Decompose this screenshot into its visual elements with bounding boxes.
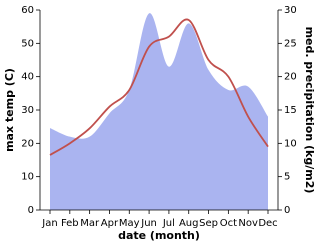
y2-tick-label: 15 <box>284 105 297 116</box>
y2-tick-label: 30 <box>284 5 297 16</box>
y-tick-label: 50 <box>21 38 34 49</box>
temp-line <box>49 18 269 156</box>
x-tick-label: Aug <box>179 218 199 229</box>
y-tick-label: 20 <box>21 138 34 149</box>
chart: date (month) max temp (C) med. precipita… <box>3 5 316 242</box>
x-tick-label: Nov <box>238 218 258 229</box>
x-tick-label: Dec <box>258 218 277 229</box>
y2-tick-label: 0 <box>284 205 290 216</box>
y2-tick-label: 10 <box>284 138 297 149</box>
y-tick-label: 30 <box>21 105 34 116</box>
y-tick-label: 10 <box>21 172 34 183</box>
y2-axis-label: med. precipitation (kg/m2) <box>303 27 316 194</box>
x-tick-label: Jun <box>140 218 157 229</box>
y-tick-label: 0 <box>28 205 34 216</box>
precip-area <box>50 13 268 211</box>
y2-tick-label: 20 <box>284 72 297 83</box>
x-tick-label: Mar <box>80 218 100 229</box>
x-tick-label: Sep <box>199 218 218 229</box>
y-tick-label: 40 <box>21 72 34 83</box>
y2-tick-label: 5 <box>284 172 290 183</box>
x-tick-label: Apr <box>101 218 119 229</box>
y2-tick-label: 25 <box>284 38 297 49</box>
x-tick-label: Feb <box>61 218 79 229</box>
y-axis-label: max temp (C) <box>3 68 16 152</box>
x-tick-label: Jul <box>162 218 175 229</box>
x-axis-label: date (month) <box>118 229 200 242</box>
x-tick-label: Oct <box>220 218 237 229</box>
x-tick-label: Jan <box>41 218 57 229</box>
x-tick-label: May <box>119 218 140 229</box>
y-tick-label: 60 <box>21 5 34 16</box>
